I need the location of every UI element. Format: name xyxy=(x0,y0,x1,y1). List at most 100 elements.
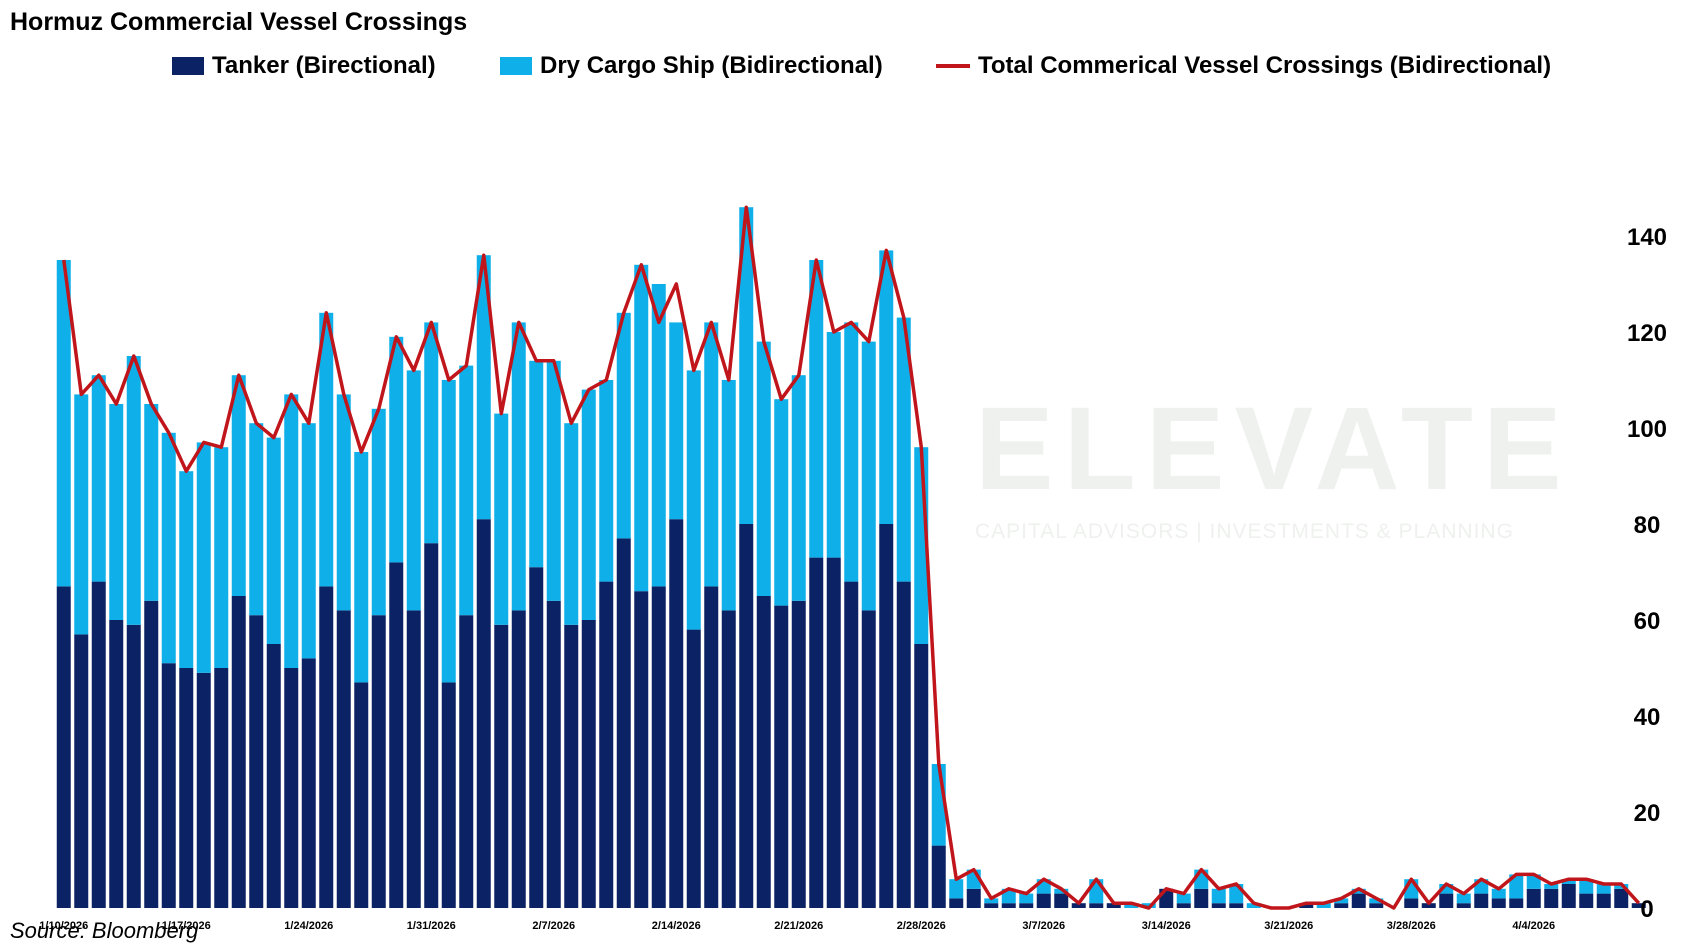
bar-dry-cargo xyxy=(109,404,124,620)
bar-dry-cargo xyxy=(214,447,229,668)
bar-tanker xyxy=(1001,903,1016,908)
bar-tanker xyxy=(1439,893,1454,908)
bar-tanker xyxy=(126,624,141,908)
bar-tanker xyxy=(616,538,631,908)
x-tick-label: 2/28/2026 xyxy=(897,920,946,932)
bar-tanker xyxy=(301,658,316,908)
series-line-total xyxy=(62,205,1641,910)
bar-dry-cargo xyxy=(721,380,736,611)
bar-tanker xyxy=(1526,888,1541,908)
legend-swatch-total xyxy=(936,64,970,68)
bar-dry-cargo xyxy=(1369,898,1384,904)
bar-dry-cargo xyxy=(1351,888,1366,894)
bar-dry-cargo xyxy=(476,255,491,520)
bar-tanker xyxy=(144,600,159,908)
bar-tanker xyxy=(1509,898,1524,908)
bar-dry-cargo xyxy=(826,332,841,558)
bar-tanker xyxy=(1596,893,1611,908)
bar-dry-cargo xyxy=(371,408,386,616)
legend: Tanker (Birectional) Dry Cargo Ship (Bid… xyxy=(0,52,1697,84)
bar-tanker xyxy=(74,634,89,908)
bar-tanker xyxy=(1491,898,1506,908)
bar-tanker xyxy=(56,586,71,908)
bar-dry-cargo xyxy=(284,394,299,668)
bar-tanker xyxy=(1544,888,1559,908)
bar-dry-cargo xyxy=(879,250,894,524)
bar-dry-cargo xyxy=(896,317,911,582)
bar-tanker xyxy=(721,610,736,908)
x-tick-label: 1/17/2026 xyxy=(162,920,211,932)
bar-dry-cargo xyxy=(266,437,281,644)
bar-dry-cargo xyxy=(704,322,719,587)
bar-dry-cargo xyxy=(1246,903,1261,908)
legend-label-total: Total Commerical Vessel Crossings (Bidir… xyxy=(978,52,1552,79)
bar-tanker xyxy=(371,615,386,908)
bar-dry-cargo xyxy=(231,375,246,596)
y-tick-label: 40 xyxy=(1634,704,1661,731)
bar-dry-cargo xyxy=(1491,888,1506,899)
bar-tanker xyxy=(1404,898,1419,908)
bar-dry-cargo xyxy=(1579,879,1594,894)
bar-dry-cargo xyxy=(1089,879,1104,904)
y-tick-label: 60 xyxy=(1634,608,1661,635)
bar-dry-cargo xyxy=(1561,879,1576,884)
bar-tanker xyxy=(1229,903,1244,908)
bar-dry-cargo xyxy=(144,404,159,601)
bar-tanker xyxy=(669,519,684,908)
x-tick-label: 3/7/2026 xyxy=(1022,920,1065,932)
bar-tanker xyxy=(581,620,596,908)
bar-dry-cargo xyxy=(564,423,579,625)
bar-tanker xyxy=(161,663,176,908)
bar-tanker xyxy=(914,644,929,908)
bar-dry-cargo xyxy=(651,284,666,587)
bar-dry-cargo xyxy=(756,341,771,596)
legend-label-tanker: Tanker (Birectional) xyxy=(212,52,436,79)
bar-dry-cargo xyxy=(406,370,421,611)
bar-tanker xyxy=(179,668,194,908)
bar-dry-cargo xyxy=(511,322,526,611)
legend-item-tanker: Tanker (Birectional) xyxy=(172,52,436,80)
bar-tanker xyxy=(879,524,894,908)
bar-dry-cargo xyxy=(809,260,824,558)
bar-tanker xyxy=(1054,893,1069,908)
bar-dry-cargo xyxy=(1124,903,1139,908)
x-tick-label: 2/7/2026 xyxy=(532,920,575,932)
bar-tanker xyxy=(1089,903,1104,908)
bar-dry-cargo xyxy=(249,423,264,616)
x-tick-label: 4/4/2026 xyxy=(1512,920,1555,932)
bar-tanker xyxy=(406,610,421,908)
bar-tanker xyxy=(319,586,334,908)
bar-dry-cargo xyxy=(1019,893,1034,904)
bar-dry-cargo xyxy=(1509,874,1524,899)
bar-tanker xyxy=(441,682,456,908)
bar-tanker xyxy=(984,903,999,908)
bar-tanker xyxy=(389,562,404,908)
x-tick-label: 3/14/2026 xyxy=(1142,920,1191,932)
bar-tanker xyxy=(1421,903,1436,908)
x-tick-label: 2/21/2026 xyxy=(774,920,823,932)
bar-dry-cargo xyxy=(126,356,141,625)
bar-dry-cargo xyxy=(581,389,596,620)
legend-item-dry-cargo: Dry Cargo Ship (Bidirectional) xyxy=(500,52,883,80)
bar-dry-cargo xyxy=(1544,884,1559,889)
bar-tanker xyxy=(1211,903,1226,908)
bar-dry-cargo xyxy=(56,260,71,587)
bar-tanker xyxy=(109,620,124,908)
bar-dry-cargo xyxy=(301,423,316,659)
chart-title: Hormuz Commercial Vessel Crossings xyxy=(10,8,468,36)
bar-dry-cargo xyxy=(196,442,211,673)
bar-tanker xyxy=(476,519,491,908)
bar-tanker xyxy=(1369,903,1384,908)
bar-tanker xyxy=(354,682,369,908)
bar-tanker xyxy=(266,644,281,908)
bar-tanker xyxy=(1019,903,1034,908)
legend-swatch-tanker xyxy=(172,57,204,75)
bar-dry-cargo xyxy=(336,394,351,611)
bar-tanker xyxy=(494,624,509,908)
bar-dry-cargo xyxy=(161,432,176,664)
bar-dry-cargo xyxy=(774,399,789,606)
bar-tanker xyxy=(214,668,229,908)
legend-swatch-dry-cargo xyxy=(500,57,532,75)
bar-dry-cargo xyxy=(949,879,964,899)
